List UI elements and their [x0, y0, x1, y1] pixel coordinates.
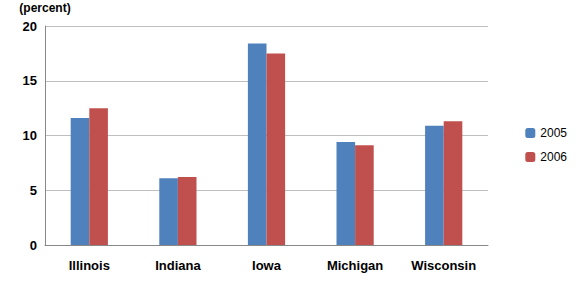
svg-text:Indiana: Indiana [155, 258, 201, 273]
svg-text:15: 15 [23, 73, 37, 88]
svg-text:Michigan: Michigan [327, 258, 383, 273]
svg-text:2006: 2006 [540, 150, 567, 164]
svg-text:(percent): (percent) [19, 1, 70, 15]
svg-text:Wisconsin: Wisconsin [411, 258, 476, 273]
svg-text:10: 10 [23, 128, 37, 143]
svg-text:Illinois: Illinois [69, 258, 110, 273]
svg-text:0: 0 [30, 238, 37, 253]
svg-text:5: 5 [30, 183, 37, 198]
svg-text:20: 20 [23, 19, 37, 34]
svg-text:2005: 2005 [540, 126, 567, 140]
svg-text:Iowa: Iowa [252, 258, 282, 273]
